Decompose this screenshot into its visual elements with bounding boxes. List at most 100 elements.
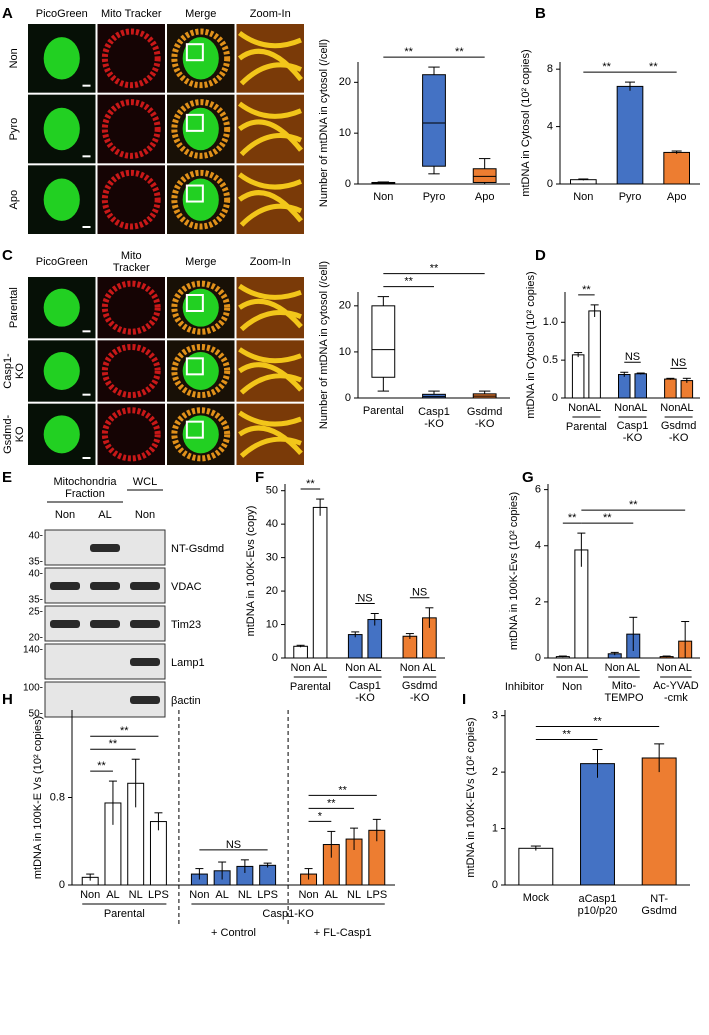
y-tick-label: 20 <box>339 76 351 88</box>
y-tick-label: 4 <box>535 540 541 552</box>
bar <box>259 864 277 886</box>
bar <box>149 821 167 886</box>
y-tick-label: 20 <box>266 585 278 597</box>
x-tick-label: NL <box>238 889 252 901</box>
y-tick-label: 0 <box>547 178 553 190</box>
significance-label: ** <box>430 263 439 275</box>
y-tick-label: 10 <box>266 618 278 630</box>
x-tick-label: NL <box>347 889 361 901</box>
size-marker: 25- <box>29 607 43 618</box>
micrograph <box>235 276 305 340</box>
x-tick-label: AL <box>368 662 381 674</box>
mitochondria <box>171 407 231 462</box>
zoom-texture <box>237 30 303 86</box>
panel-letter: A <box>2 5 13 22</box>
row-label: Apo <box>8 190 20 210</box>
x-tick-label: Non <box>400 662 420 674</box>
micrograph <box>96 402 166 466</box>
group-label: Parental <box>104 908 145 920</box>
column-header: Zoom-In <box>250 8 291 20</box>
zoom-box <box>185 294 204 312</box>
fraction-header: WCL <box>133 476 157 488</box>
nucleus <box>182 288 219 327</box>
x-tick-label: AL <box>627 662 640 674</box>
zoom-texture <box>238 283 303 332</box>
column-header: Mito Tracker <box>101 8 162 20</box>
x-tick-label: AL <box>325 889 338 901</box>
y-axis-label: mtDNA in 100K-E Vs (10² copies) <box>32 716 44 879</box>
zoom-box <box>185 113 204 132</box>
zoom-box <box>185 184 204 203</box>
band <box>50 620 80 628</box>
size-marker: 35- <box>29 595 43 606</box>
y-axis-label: mtDNA in Cytosol (10² copies) <box>525 271 537 418</box>
micrograph <box>96 93 166 165</box>
y-axis-label: mtDNA in Cytosol (10² copies) <box>520 49 532 196</box>
significance-label: ** <box>109 738 118 750</box>
significance-label: ** <box>603 512 612 524</box>
y-tick-label: 2 <box>535 596 541 608</box>
bar <box>634 373 647 399</box>
micrograph <box>96 339 166 403</box>
x-tick-label: AL <box>678 662 691 674</box>
y-axis-label: Number of mtDNA in cytosol (/cell) <box>318 39 330 207</box>
y-tick-label: 0 <box>552 392 558 404</box>
nucleus <box>43 107 80 151</box>
x-tick-label: Mock <box>523 892 550 904</box>
bar <box>580 763 615 886</box>
y-tick-label: 0 <box>492 879 498 891</box>
nucleus <box>182 107 219 151</box>
group-label: Gsdmd -KO <box>402 680 437 704</box>
significance-label: * <box>318 810 323 822</box>
x-tick-label: aCasp1 p10/p20 <box>578 893 618 917</box>
bar <box>518 847 554 886</box>
size-marker: 140- <box>23 645 43 656</box>
column-header: Merge <box>185 8 216 20</box>
box <box>422 74 446 167</box>
panel-letter: G <box>522 469 534 486</box>
y-tick-label: 40 <box>266 518 278 530</box>
bar <box>347 634 363 659</box>
band <box>130 620 160 628</box>
group-label: Casp1 -KO <box>349 680 381 704</box>
column-header: Zoom-In <box>250 256 291 268</box>
x-tick-label: Non <box>189 889 209 901</box>
bar <box>664 378 677 399</box>
y-axis-label: mtDNA in 100K-Evs (copy) <box>245 506 257 637</box>
nucleus <box>182 352 219 390</box>
column-header: PicoGreen <box>36 256 88 268</box>
y-tick-label: 0 <box>345 392 351 404</box>
panel-letter: B <box>535 5 546 22</box>
size-marker: 100- <box>23 683 43 694</box>
y-tick-label: 0.8 <box>50 791 65 803</box>
panel-letter: I <box>462 691 466 708</box>
row-label: Pyro <box>8 118 20 141</box>
lane-label: Non <box>135 509 155 521</box>
micrograph <box>235 164 305 235</box>
y-tick-label: 30 <box>266 552 278 564</box>
x-tick-label: NT-Gsdmd <box>641 893 676 917</box>
significance-label: ** <box>97 760 106 772</box>
micrograph <box>235 23 305 94</box>
group-label: + Control <box>211 927 256 939</box>
micrograph <box>96 164 166 235</box>
panel-letter: C <box>2 247 13 264</box>
size-marker: 50- <box>29 709 43 720</box>
x-tick-label: NL <box>129 889 143 901</box>
x-tick-label: Gsdmd -KO <box>467 406 502 430</box>
nucleus <box>43 415 80 454</box>
group-label: Casp1 -KO <box>617 420 649 444</box>
mitochondria <box>171 343 231 399</box>
y-tick-label: 0 <box>272 652 278 664</box>
nucleus <box>182 37 219 80</box>
zoom-box <box>185 43 204 62</box>
size-marker: 20- <box>29 633 43 644</box>
significance-label: ** <box>568 512 577 524</box>
zoom-texture <box>237 101 303 157</box>
y-axis-label: mtDNA in 100K-EVs (10² copies) <box>465 717 477 877</box>
significance-label: ** <box>629 499 638 511</box>
group-label: Parental <box>566 421 607 433</box>
nucleus <box>43 352 80 390</box>
x-tick-label: Non <box>614 402 634 414</box>
